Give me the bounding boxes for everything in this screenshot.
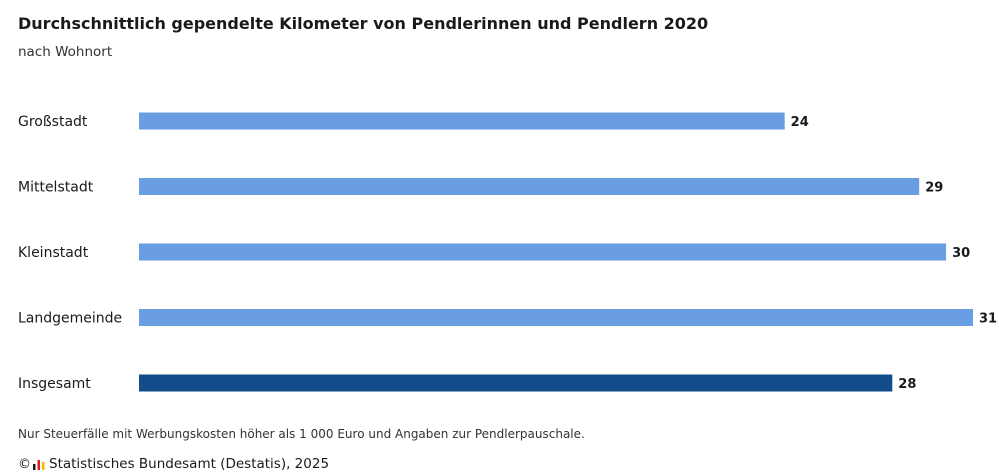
value-label: 30: [952, 246, 970, 261]
bar: [139, 309, 973, 326]
bar: [139, 374, 893, 392]
bar: [139, 112, 785, 130]
bar: [139, 178, 920, 195]
value-label: 24: [791, 115, 809, 130]
bar: [139, 243, 947, 261]
bar-row: Landgemeinde 31: [18, 309, 997, 327]
destatis-logo-icon: [33, 459, 45, 470]
source-line: © Statistisches Bundesamt (Destatis), 20…: [18, 456, 329, 472]
category-label: Großstadt: [18, 114, 88, 130]
category-label: Mittelstadt: [18, 180, 94, 196]
bar-row: Großstadt 24: [18, 112, 809, 130]
copyright-symbol: ©: [18, 456, 31, 472]
value-label: 31: [979, 312, 997, 327]
chart-title: Durchschnittlich gependelte Kilometer vo…: [18, 14, 709, 33]
source-text: Statistisches Bundesamt (Destatis), 2025: [49, 456, 330, 472]
category-label: Kleinstadt: [18, 245, 89, 261]
value-label: 28: [898, 377, 916, 392]
bar-row: Insgesamt 28: [18, 374, 916, 392]
category-label: Landgemeinde: [18, 311, 122, 327]
chart-footnote: Nur Steuerfälle mit Werbungskosten höher…: [18, 427, 585, 441]
category-label: Insgesamt: [18, 376, 91, 392]
chart-subtitle: nach Wohnort: [18, 44, 113, 60]
bar-chart: Großstadt 24 Mittelstadt 29 Kleinstadt 30 Land…: [18, 112, 997, 392]
bar-row: Kleinstadt 30: [18, 243, 970, 261]
value-label: 29: [925, 181, 943, 196]
bar-row: Mittelstadt 29: [18, 178, 943, 196]
